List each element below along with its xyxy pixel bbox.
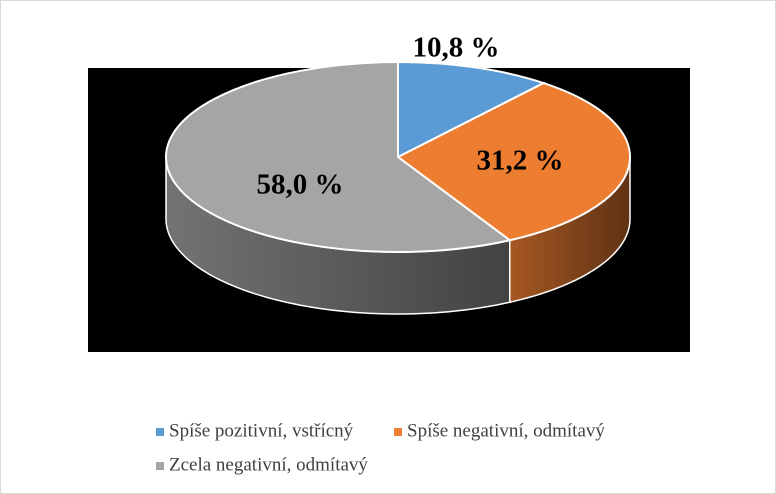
legend-label: Spíše pozitivní, vstřícný xyxy=(169,420,354,441)
value-label: 58,0 % xyxy=(257,169,344,201)
legend-marker xyxy=(156,428,164,436)
value-label: 10,8 % xyxy=(413,32,500,64)
value-label: 31,2 % xyxy=(477,145,564,177)
legend-marker xyxy=(156,462,164,470)
pie-slice xyxy=(397,60,547,159)
legend-label: Spíše negativní, odmítavý xyxy=(407,420,605,441)
pie-slice xyxy=(165,60,513,253)
legend-label: Zcela negativní, odmítavý xyxy=(169,454,368,475)
legend-marker xyxy=(394,428,402,436)
pie-slice xyxy=(396,81,631,242)
